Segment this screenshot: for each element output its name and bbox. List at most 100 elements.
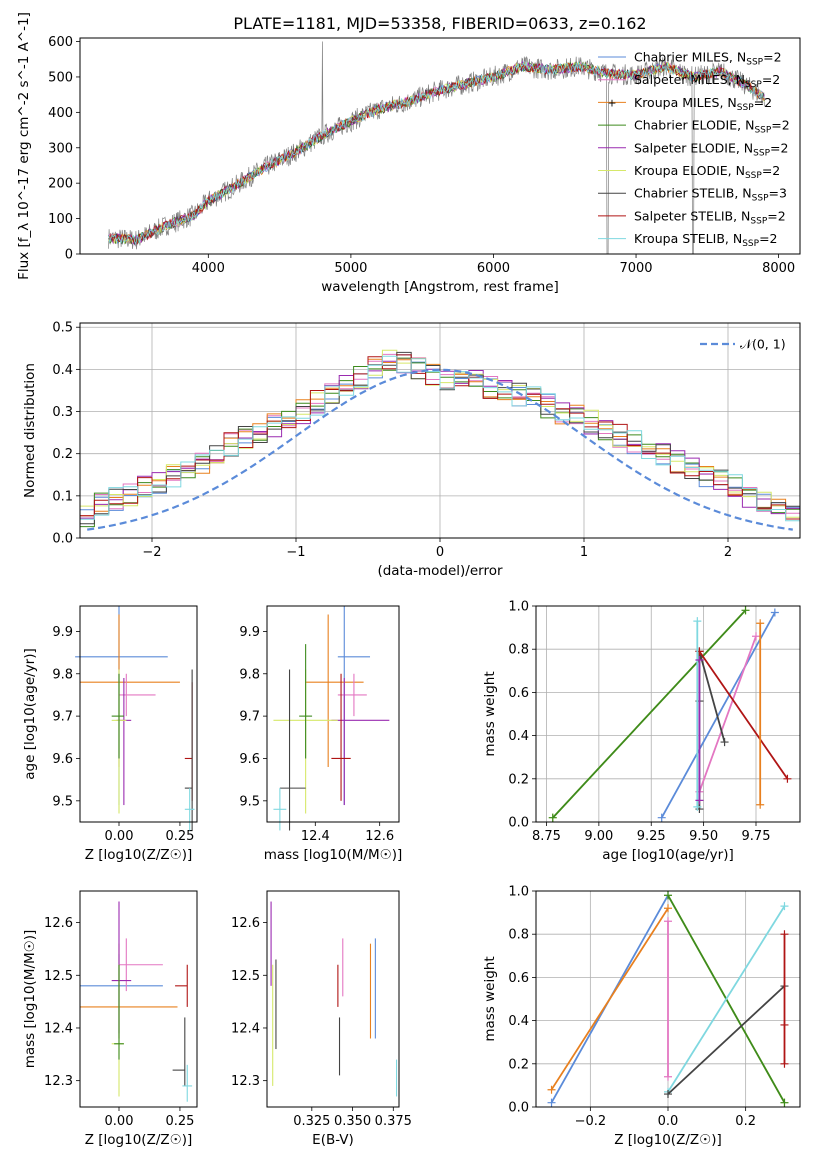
observed-spectrum-line (108, 41, 765, 254)
mass-weight-marker (770, 608, 779, 617)
y-tick-label: 9.6 (239, 752, 260, 767)
plot-frame (535, 605, 801, 823)
plot-frame (79, 890, 198, 1108)
mass-weight-vs-metallicity-panel: −0.2 0.0 0.2 0.0 0.2 0.4 0.6 0.8 1.0 Z [log10(Z/Z… (482, 885, 801, 1148)
x-tick-label: 0 (436, 545, 444, 560)
legend-label: Chabrier MILES, NSSP=2 (634, 50, 782, 68)
y-tick-label: 9.9 (239, 625, 260, 640)
y-tick-label: 12.5 (44, 969, 73, 984)
y-axis-label: age [log10(age/yr)] (22, 648, 38, 780)
x-tick-label: −2 (142, 545, 161, 560)
x-tick-label: 0.25 (165, 1114, 194, 1129)
mass-weight-line-chabrier-miles (660, 612, 776, 819)
y-tick-label: 12.6 (44, 916, 73, 931)
y-tick-label: 0.0 (52, 532, 73, 547)
y-tick-label: 0.0 (508, 816, 529, 831)
mass-weight-marker (780, 1098, 789, 1107)
x-tick-label: 6000 (477, 261, 510, 276)
mass-weight-marker (693, 617, 702, 626)
y-tick-label: 0.2 (508, 1057, 529, 1072)
mass-weight-marker (752, 632, 760, 641)
x-axis-label: wavelength [Angstrom, rest frame] (321, 279, 559, 295)
legend-label: Salpeter ELODIE, NSSP=2 (634, 140, 788, 158)
y-axis-label: mass weight (482, 956, 498, 1041)
y-tick-label: 12.4 (44, 1021, 73, 1036)
plot-frame (266, 605, 400, 823)
x-tick-label: 7000 (619, 261, 652, 276)
mass-vs-metallicity-panel: 0.00 0.25 12.3 12.4 12.5 12.6 Z [log10(Z/Z☉)] m… (22, 890, 198, 1148)
y-tick-label: 0.0 (508, 1101, 529, 1116)
plot-frame (266, 890, 400, 1108)
y-tick-label: 500 (48, 70, 73, 85)
y-axis-label: Normed distribution (22, 363, 38, 498)
histogram-step-kroupa-miles (80, 357, 800, 527)
mass-weight-marker (664, 1072, 672, 1081)
x-tick-label: 0.350 (334, 1114, 371, 1129)
legend-label: Kroupa MILES, NSSP=2 (634, 95, 772, 113)
y-tick-label: 9.5 (52, 794, 73, 809)
mass-weight-line-chabrier-stelib (698, 651, 726, 809)
y-tick-label: 1.0 (508, 600, 529, 615)
y-tick-label: 0.2 (508, 772, 529, 787)
mass-weight-marker (756, 619, 765, 628)
histogram-step-chabrier-miles (80, 354, 800, 521)
plot-frame (535, 890, 801, 1108)
mass-vs-ebv-panel: 0.325 0.350 0.375 12.3 12.4 12.5 12.6 E(B-V) (231, 890, 412, 1148)
y-tick-label: 12.3 (44, 1074, 73, 1089)
mass-weight-line-salpeter-miles (698, 635, 757, 793)
mass-weight-marker (695, 656, 704, 664)
mass-weight-marker (693, 802, 702, 811)
mass-weight-vs-age-panel: 8.75 9.00 9.25 9.50 9.75 0.0 0.2 0.4 0.6 0.8 1.0 ag… (482, 600, 801, 863)
y-tick-label: 9.9 (52, 625, 73, 640)
y-axis-label: mass weight (482, 671, 498, 756)
mass-weight-marker (547, 1085, 556, 1094)
mass-weight-marker (780, 930, 789, 939)
x-tick-label: 0.25 (165, 829, 194, 844)
mass-weight-marker (547, 1098, 556, 1107)
x-tick-label: 0.0 (658, 1114, 679, 1129)
y-tick-label: 0.6 (508, 971, 529, 986)
y-tick-label: 9.8 (52, 667, 73, 682)
mass-weight-marker (664, 904, 672, 913)
y-tick-label: 0.6 (508, 686, 529, 701)
legend-label-gaussian: 𝒩(0, 1) (740, 337, 786, 352)
x-tick-label: 12.4 (301, 829, 330, 844)
x-tick-label: −1 (286, 545, 305, 560)
mass-weight-line-kroupa-stelib (667, 905, 786, 1093)
legend-label: Salpeter STELIB, NSSP=2 (634, 208, 786, 226)
y-tick-label: 0.4 (508, 729, 529, 744)
y-tick-label: 0.4 (508, 1014, 529, 1029)
mass-weight-marker (780, 1020, 789, 1029)
model-spectrum-kroupa-stelib (108, 61, 765, 246)
y-tick-label: 100 (48, 212, 73, 227)
legend-label: Chabrier STELIB, NSSP=3 (634, 186, 787, 204)
x-axis-label: E(B-V) (312, 1132, 354, 1148)
y-tick-label: 9.7 (52, 710, 73, 725)
x-tick-label: 9.00 (584, 829, 613, 844)
plot-frame (79, 605, 198, 823)
x-axis-label: (data-model)/error (377, 563, 503, 579)
legend-marker: + (607, 96, 616, 109)
age-vs-metallicity-panel: 0.00 0.25 9.5 9.6 9.7 9.8 9.9 Z [log10(Z/Z☉)] ag… (22, 605, 198, 863)
x-tick-label: 8000 (762, 261, 795, 276)
y-tick-label: 1.0 (508, 885, 529, 900)
x-tick-label: 0.00 (105, 1114, 134, 1129)
y-tick-label: 300 (48, 141, 73, 156)
y-tick-label: 12.5 (231, 969, 260, 984)
spectrum-panel: 4000 5000 6000 7000 8000 0 100 200 300 400 500 600 w… (16, 12, 801, 295)
y-tick-label: 0.8 (508, 928, 529, 943)
y-tick-label: 0.5 (52, 321, 73, 336)
y-tick-label: 0.8 (508, 643, 529, 658)
x-tick-label: −0.2 (575, 1114, 607, 1129)
x-tick-label: 12.6 (365, 829, 394, 844)
x-tick-label: 9.25 (637, 829, 666, 844)
y-tick-label: 0.1 (52, 489, 73, 504)
x-axis-label: Z [log10(Z/Z☉)] (614, 1132, 722, 1148)
x-tick-label: 4000 (192, 261, 225, 276)
mass-weight-marker (756, 800, 765, 809)
x-tick-label: 2 (724, 545, 732, 560)
mass-weight-marker (780, 1059, 789, 1068)
y-tick-label: 0.2 (52, 447, 73, 462)
mass-weight-line-kroupa-miles (550, 907, 669, 1091)
